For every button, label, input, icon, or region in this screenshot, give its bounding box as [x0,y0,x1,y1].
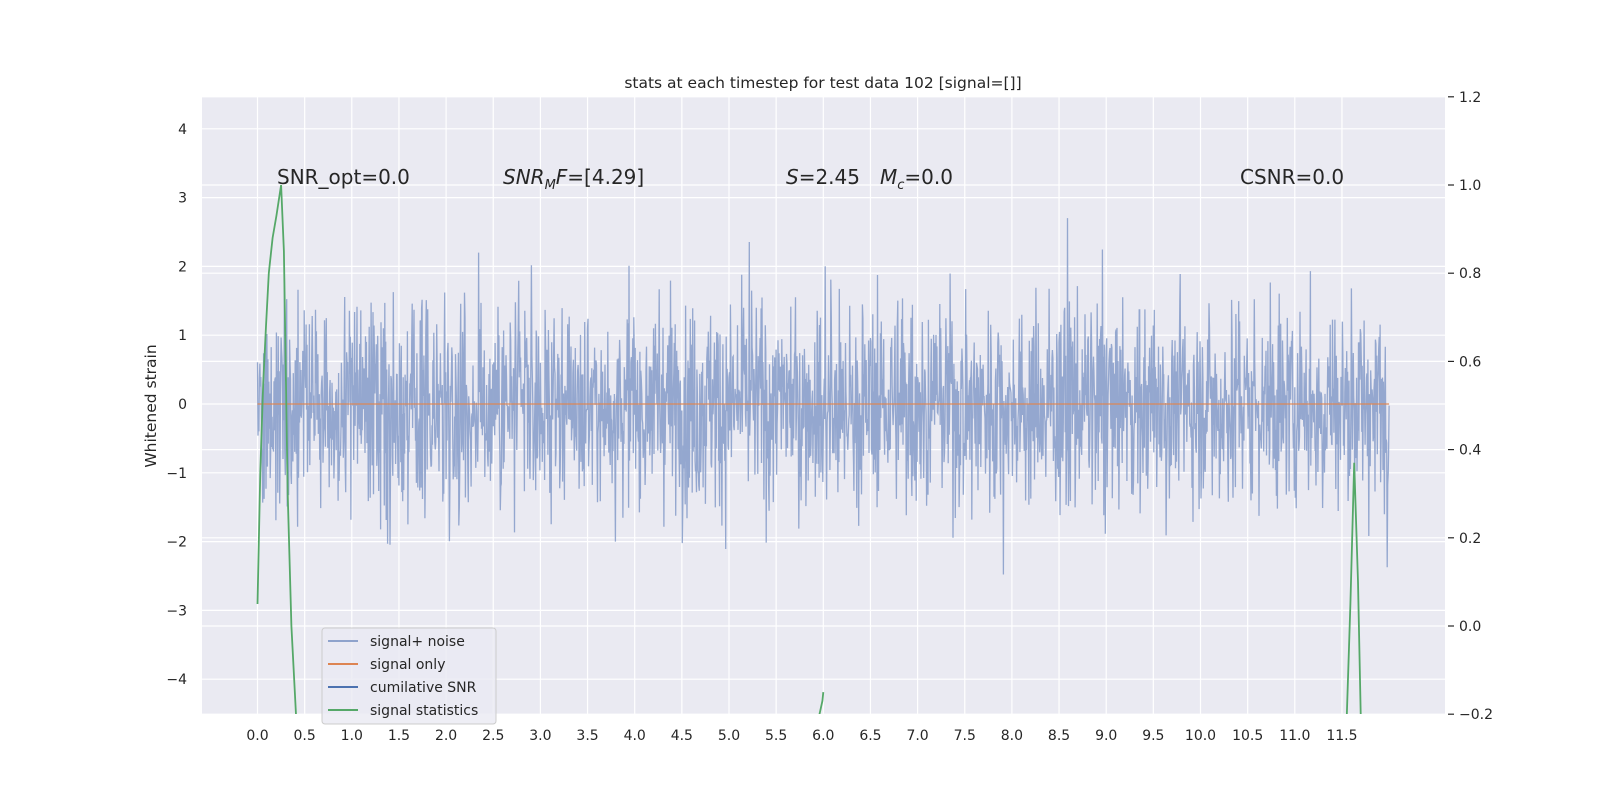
x-tick-label: 9.0 [1095,728,1117,744]
x-tick-label: 0.0 [246,728,268,744]
y-tick-label: 3 [178,191,187,207]
x-tick-label: 6.5 [859,728,881,744]
x-tick-label: 10.0 [1185,728,1216,744]
y-tick-label: −3 [166,603,187,619]
x-tick-label: 5.5 [765,728,787,744]
x-tick-label: 1.0 [341,728,363,744]
x-tick-label: 7.5 [954,728,976,744]
series-signal-noise-line [256,218,1390,575]
y2-tick-label: 1.2 [1459,90,1481,106]
y2-tick-label: 1.0 [1459,178,1481,194]
y-axis-label: Whitened strain [142,344,160,467]
y-tick-label: 1 [178,328,187,344]
y-tick-label: −2 [166,535,187,551]
x-tick-label: 3.5 [576,728,598,744]
legend-frame [321,627,497,725]
y2-tick-label: 0.8 [1459,266,1481,282]
x-tick-label: 11.0 [1279,728,1310,744]
annotation-snr-opt: SNR_opt=0.0 [277,165,410,189]
series-signal-statistics-line [256,184,297,714]
x-tick-label: 8.5 [1048,728,1070,744]
annotation-csnr: CSNR=0.0 [1240,165,1344,189]
y2-tick-label: 0.4 [1459,443,1481,459]
y-tick-label: −1 [166,466,187,482]
y2-tick-label: 0.6 [1459,354,1481,370]
series-signal-statistics-line [1345,462,1362,714]
legend-label: signal only [370,657,445,673]
annotations: SNR_opt=0.0 SNRMF=[4.29] S=2.45 Mc=0.0 C… [277,165,1344,193]
x-tick-label: 3.0 [529,728,551,744]
x-tick-label: 9.5 [1142,728,1164,744]
y-tick-labels: 4 3 2 1 0 −1 −2 −3 −4 [166,122,187,688]
x-tick-label: 7.0 [906,728,928,744]
y-tick-label: −4 [166,672,187,688]
y-tick-label: 2 [178,259,187,275]
x-tick-label: 1.5 [388,728,410,744]
annotation-mc: Mc=0.0 [880,165,953,193]
x-tick-label: 0.5 [294,728,316,744]
legend-label: cumilative SNR [370,680,477,696]
chart-title: stats at each timestep for test data 102… [624,74,1021,92]
y2-tick-label: 0.2 [1459,531,1481,547]
y-tick-label: 0 [178,397,187,413]
legend: signal+ noise signal only cumilative SNR si… [321,627,497,725]
x-tick-label: 8.0 [1001,728,1023,744]
y2-tick-labels: 1.2 1.0 0.8 0.6 0.4 0.2 0.0 −0.2 [1448,90,1493,723]
series-signal-statistics-line [818,692,825,714]
x-tick-labels: 0.0 0.5 1.0 1.5 2.0 2.5 3.0 3.5 4.0 4.5 5.0 5.5 6.0 6… [246,728,1357,744]
gridlines [202,96,1445,715]
x-tick-label: 4.0 [624,728,646,744]
x-tick-label: 10.5 [1232,728,1263,744]
x-tick-label: 11.5 [1326,728,1357,744]
y2-tick-label: 0.0 [1459,619,1481,635]
x-tick-label: 6.0 [812,728,834,744]
annotation-s: S=2.45 [786,165,860,189]
legend-label: signal statistics [370,703,478,719]
x-tick-label: 2.5 [482,728,504,744]
annotation-snr-mf: SNRMF=[4.29] [503,165,644,193]
y2-tick-label: −0.2 [1459,707,1493,723]
x-tick-label: 2.0 [435,728,457,744]
x-tick-label: 5.0 [718,728,740,744]
legend-label: signal+ noise [370,634,465,650]
x-tick-label: 4.5 [671,728,693,744]
series-layer [256,184,1390,714]
y-tick-label: 4 [178,122,187,138]
